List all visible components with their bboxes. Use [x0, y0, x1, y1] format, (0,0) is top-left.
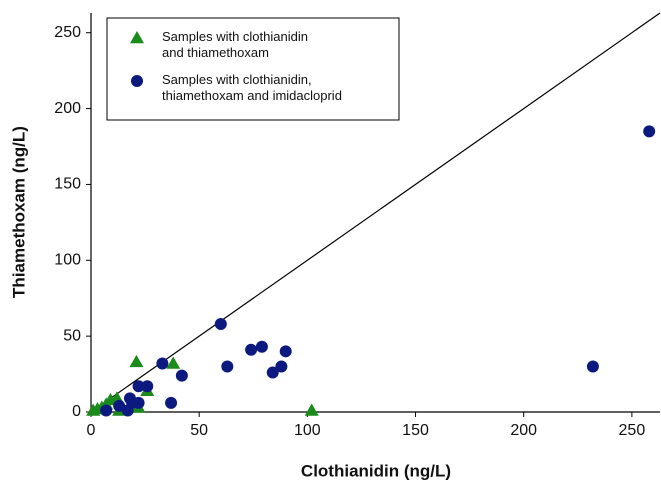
- x-tick-label: 200: [510, 422, 537, 439]
- circle-point: [266, 366, 279, 379]
- identity-line: [90, 12, 661, 413]
- legend-label: Samples with clothianidin and thiamethox…: [162, 29, 308, 60]
- circle-point: [643, 125, 656, 138]
- triangle-point: [130, 31, 144, 44]
- circle-point: [175, 369, 188, 382]
- y-tick-label: 250: [54, 24, 81, 41]
- circle-point: [214, 318, 227, 331]
- triangle-point: [166, 356, 181, 369]
- x-tick-label: 0: [87, 422, 96, 439]
- circle-point: [279, 345, 292, 358]
- circle-point: [255, 340, 268, 353]
- circle-point: [141, 380, 154, 393]
- x-axis-title: Clothianidin (ng/L): [301, 461, 451, 480]
- x-tick-label: 150: [402, 422, 429, 439]
- y-tick-label: 200: [54, 100, 81, 117]
- legend-label: Samples with clothianidin, thiamethoxam …: [162, 72, 342, 103]
- y-tick-label: 0: [72, 403, 81, 420]
- x-tick-label: 250: [619, 422, 646, 439]
- legend-box: [106, 17, 400, 121]
- circle-point: [586, 360, 599, 373]
- circle-point: [132, 396, 145, 409]
- x-tick-label: 100: [294, 422, 321, 439]
- triangle-point: [304, 403, 319, 416]
- circle-point: [165, 396, 178, 409]
- circle-point: [156, 357, 169, 370]
- legend-entry: Samples with clothianidin and thiamethox…: [162, 29, 308, 60]
- y-axis-title: Thiamethoxam (ng/L): [9, 126, 28, 298]
- circle-point: [131, 75, 143, 87]
- circle-point: [132, 380, 145, 393]
- y-tick-label: 100: [54, 252, 81, 269]
- circle-point: [221, 360, 234, 373]
- circle-point: [100, 404, 113, 417]
- x-tick-label: 50: [190, 422, 208, 439]
- circle-point: [275, 360, 288, 373]
- circle-point: [245, 343, 258, 356]
- triangle-point: [129, 354, 144, 368]
- legend-entry: Samples with clothianidin, thiamethoxam …: [162, 72, 342, 103]
- y-tick-label: 50: [63, 327, 81, 344]
- y-tick-label: 150: [54, 176, 81, 193]
